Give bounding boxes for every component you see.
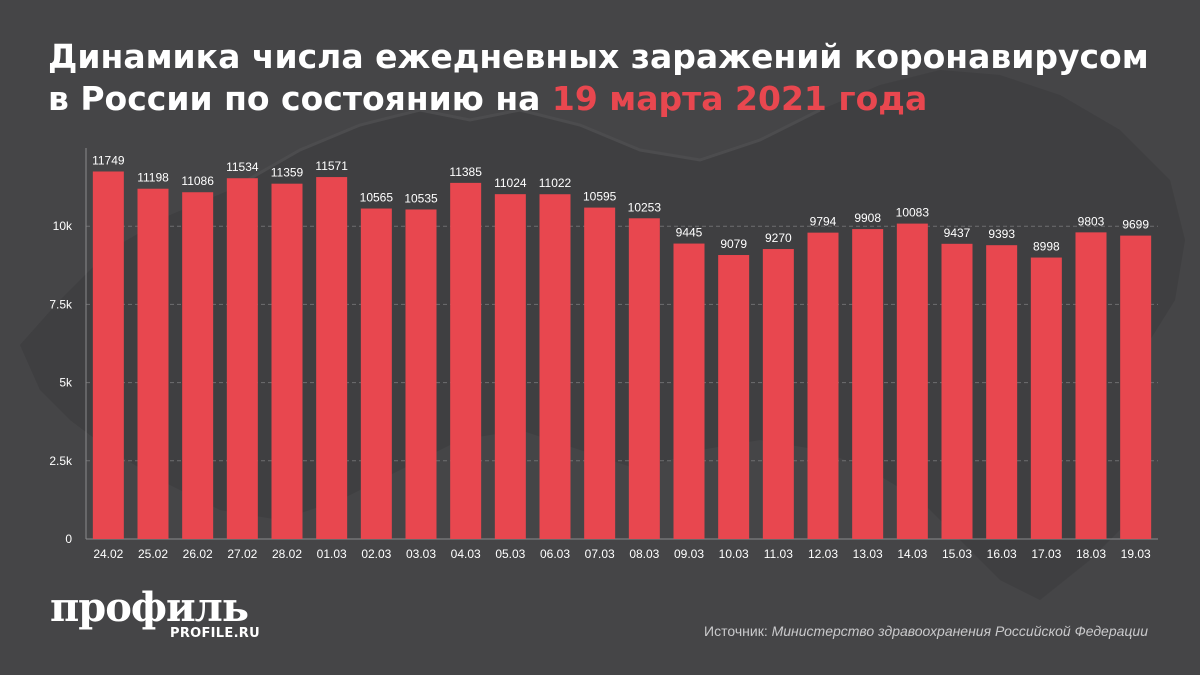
x-tick-label: 18.03 [1076,547,1106,561]
x-tick-label: 04.03 [451,547,481,561]
data-label: 11359 [271,166,304,180]
data-label: 8998 [1033,240,1060,254]
data-label: 11198 [137,171,169,185]
y-axis: 0 2.5k 5k 7.5k 10k [49,219,73,546]
chart-title: Динамика числа ежедневных заражений коро… [48,36,1158,120]
x-tick-label: 27.02 [227,547,257,561]
data-labels: 11749 11198 11086 11534 11359 11571 10565 10535… [92,153,1149,253]
bar [539,194,571,539]
x-tick-label: 17.03 [1031,547,1061,561]
bar [92,171,124,540]
data-label: 9908 [854,211,881,225]
data-label: 9794 [810,215,837,229]
bar [316,177,348,539]
source-prefix: Источник: [704,623,772,639]
x-tick-label: 06.03 [540,547,570,561]
bar [986,245,1018,540]
bar [360,208,392,539]
x-tick-label: 28.02 [272,547,302,561]
x-tick-label: 19.03 [1121,547,1151,561]
data-label: 10595 [583,190,617,204]
bar [896,223,928,539]
bar [182,192,214,539]
x-tick-label: 13.03 [853,547,883,561]
x-tick-label: 02.03 [361,547,391,561]
bar [405,209,437,539]
data-label: 9437 [944,226,971,240]
y-tick-label: 2.5k [49,454,73,468]
x-tick-label: 05.03 [495,547,525,561]
chart-title-date: 19 марта 2021 года [551,79,928,118]
data-label: 11571 [315,159,348,173]
x-tick-label: 12.03 [808,547,838,561]
x-tick-label: 07.03 [585,547,615,561]
data-label: 9079 [720,237,747,251]
bar [673,243,705,539]
data-label: 9699 [1122,218,1149,232]
y-tick-label: 7.5k [49,297,73,311]
data-label: 11749 [92,153,125,167]
x-tick-label: 25.02 [138,547,168,561]
y-tick-label: 5k [59,376,73,390]
x-tick-label: 14.03 [897,547,927,561]
x-tick-label: 01.03 [317,547,347,561]
bar [271,183,303,539]
bar [584,207,616,540]
bar [941,243,973,539]
x-tick-label: 10.03 [719,547,749,561]
data-label: 9270 [765,231,792,245]
data-label: 10083 [896,206,930,220]
bar [1030,257,1062,539]
bar [450,182,482,539]
logo-wordmark: профиль [50,584,249,631]
bar [852,229,884,539]
bar [718,255,750,539]
bar [628,218,660,539]
x-tick-label: 24.02 [93,547,123,561]
x-tick-label: 11.03 [764,547,793,561]
y-tick-label: 0 [65,532,72,546]
data-label: 9803 [1078,214,1105,228]
data-label: 9393 [988,227,1015,241]
gridlines [85,148,1158,540]
source-note: Источник: Министерство здравоохранения Р… [704,623,1148,639]
x-tick-label: 26.02 [183,547,213,561]
x-tick-label: 03.03 [406,547,436,561]
bars [92,171,1152,540]
x-tick-label: 16.03 [987,547,1017,561]
logo-domain: PROFILE.RU [170,626,260,641]
bar [1120,235,1152,539]
data-label: 10253 [628,200,662,214]
bar [226,178,258,539]
data-label: 11022 [539,176,572,190]
data-label: 10535 [404,191,438,205]
y-tick-label: 10k [53,219,73,233]
data-label: 10565 [360,191,394,205]
x-tick-label: 08.03 [629,547,659,561]
x-tick-label: 09.03 [674,547,704,561]
data-label: 11534 [226,160,259,174]
bar [762,249,794,539]
data-label: 9445 [676,226,703,240]
profile-logo: профиль PROFILE.RU [50,588,280,648]
source-body: Министерство здравоохранения Российской … [771,623,1148,639]
bar [1075,232,1107,539]
data-label: 11385 [449,165,482,179]
x-axis: 24.02 25.02 26.02 27.02 28.02 01.03 02.03 03.03… [93,547,1151,561]
data-label: 11086 [181,174,214,188]
data-label: 11024 [494,176,527,190]
chart-title-main: Динамика числа ежедневных заражений коро… [48,37,1149,118]
bar [494,194,526,539]
bar [137,188,169,539]
bar [807,232,839,539]
x-tick-label: 15.03 [942,547,972,561]
